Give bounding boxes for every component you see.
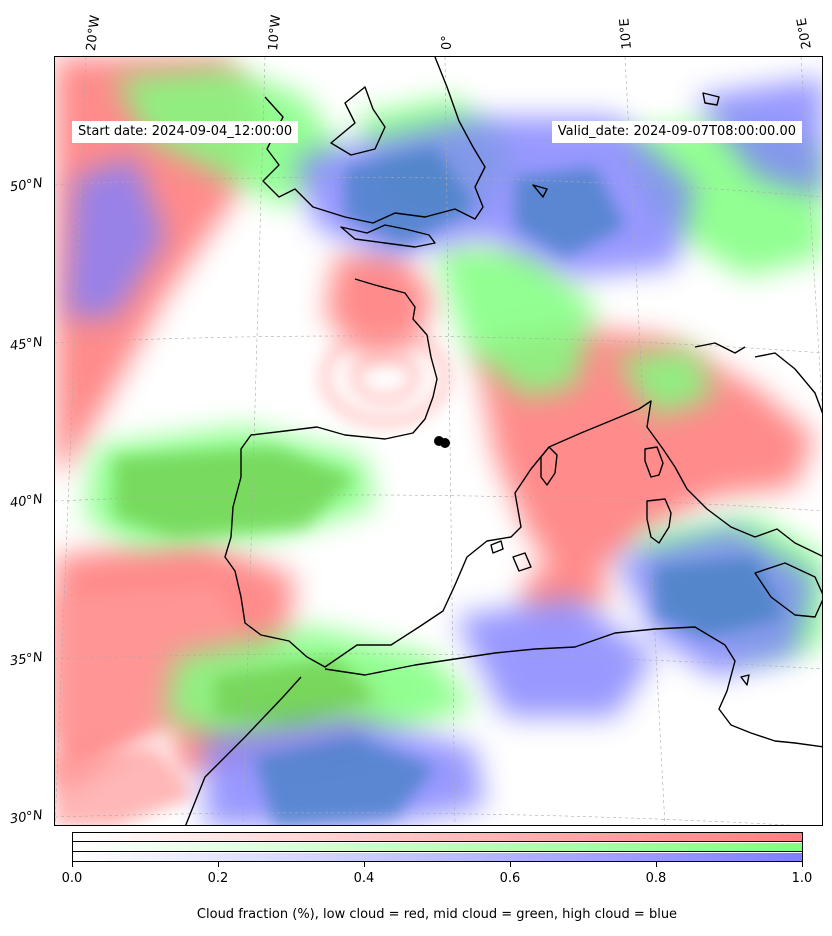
colorbar-tick-label: 0.6: [499, 871, 521, 886]
colorbar-mid-cloud: [73, 843, 802, 852]
coastlines: [185, 57, 822, 825]
colorbar: [72, 832, 803, 862]
colorbar-tick: [802, 862, 803, 867]
colorbar-tick-label: 0.2: [207, 871, 229, 886]
location-marker: [434, 436, 450, 448]
colorbar-tick: [218, 862, 219, 867]
graticule: [55, 57, 822, 825]
colorbar-tick: [510, 862, 511, 867]
colorbar-tick-label: 0.0: [61, 871, 83, 886]
start-date-label: Start date: 2024-09-04_12:00:00: [72, 121, 299, 143]
lon-label-0: 0°: [440, 35, 455, 50]
lat-label-40n: 40°N: [9, 491, 44, 512]
colorbar-tick: [364, 862, 365, 867]
colorbar-low-cloud: [73, 833, 802, 842]
colorbar-tick-label: 0.8: [645, 871, 667, 886]
lat-label-35n: 35°N: [9, 649, 44, 670]
cyclone-swirl: [320, 327, 450, 427]
colorbar-tick-label: 1.0: [791, 871, 813, 886]
cloud-fraction-map: Start date: 2024-09-04_12:00:00 Valid_da…: [54, 56, 823, 826]
lat-label-30n: 30°N: [9, 807, 44, 828]
colorbar-tick: [72, 862, 73, 867]
lon-label-20e: 20°E: [794, 16, 815, 51]
lon-label-10e: 10°E: [617, 17, 635, 51]
lat-label-45n: 45°N: [9, 334, 44, 355]
map-canvas: [55, 57, 822, 825]
colorbar-tick-label: 0.4: [353, 871, 375, 886]
colorbar-tick: [656, 862, 657, 867]
lat-label-50n: 50°N: [9, 175, 44, 196]
colorbar-caption: Cloud fraction (%), low cloud = red, mid…: [196, 907, 678, 922]
colorbar-high-cloud: [73, 853, 802, 861]
valid-date-label: Valid_date: 2024-09-07T08:00:00.00: [551, 121, 802, 143]
lon-label-20w: 20°W: [84, 14, 104, 52]
lon-label-10w: 10°W: [266, 14, 285, 52]
